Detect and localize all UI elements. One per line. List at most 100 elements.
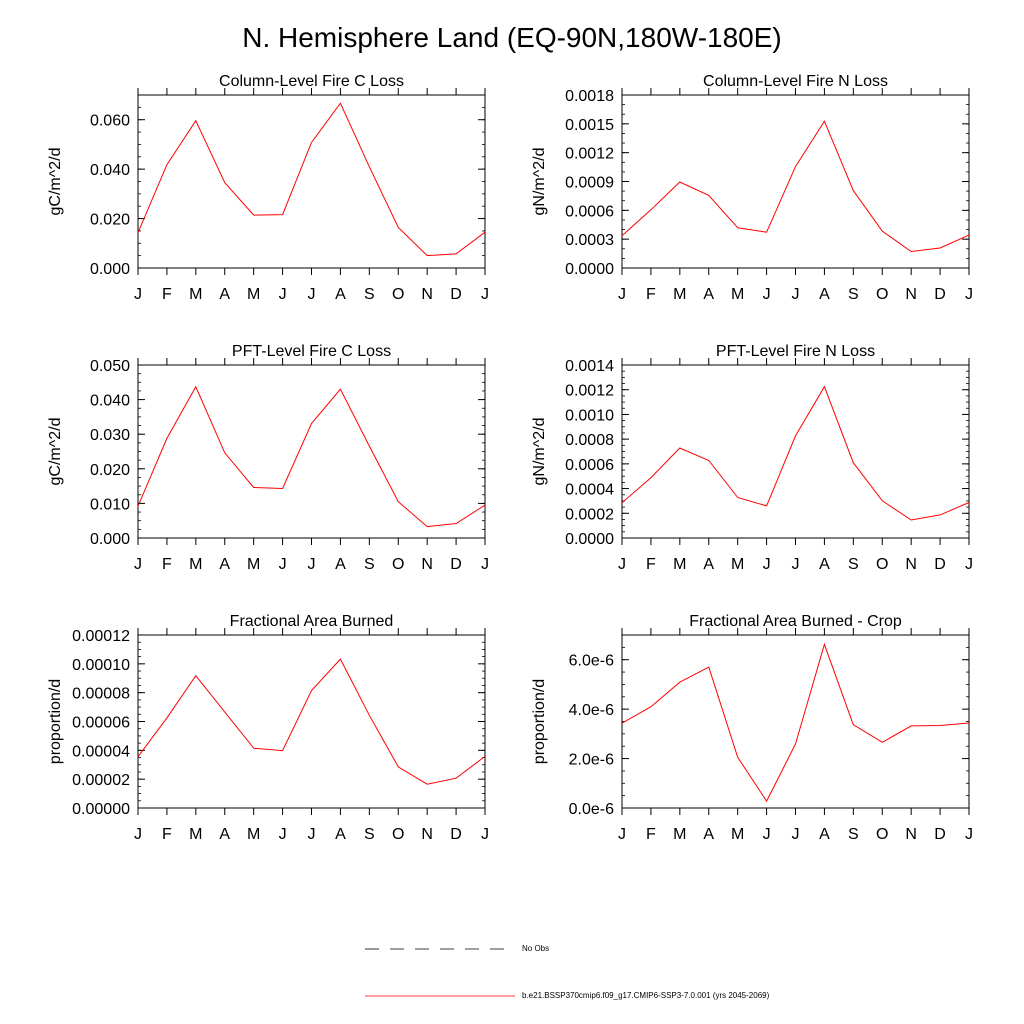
- x-tick-label: N: [905, 826, 917, 843]
- y-tick-label: 0.0012: [565, 146, 614, 163]
- data-point: [252, 486, 254, 488]
- x-tick-label: D: [450, 286, 462, 303]
- x-tick-label: N: [421, 286, 433, 303]
- data-point: [765, 231, 767, 233]
- x-tick-label: O: [392, 826, 404, 843]
- y-tick-label: 0.00000: [72, 801, 130, 818]
- series-line-model-run: [137, 658, 486, 785]
- data-point: [823, 386, 825, 388]
- plot-frame: [621, 634, 970, 809]
- legend-label-no-obs: No Obs: [522, 944, 550, 953]
- data-point: [736, 496, 738, 498]
- x-tick-label: M: [189, 556, 202, 573]
- data-point: [224, 182, 226, 184]
- data-point: [621, 722, 623, 724]
- y-tick-label: 6.0e-6: [569, 653, 614, 670]
- x-tick-label: J: [481, 286, 489, 303]
- data-point: [939, 247, 941, 249]
- y-tick-label: 0.050: [90, 358, 130, 375]
- y-tick-label: 0.00008: [72, 686, 130, 703]
- x-tick-label: M: [247, 286, 260, 303]
- x-tick-label: F: [646, 286, 656, 303]
- x-tick-label: M: [247, 826, 260, 843]
- plot-frame: [621, 94, 970, 269]
- x-tick-label: J: [618, 286, 626, 303]
- x-tick-label: J: [308, 826, 316, 843]
- figure-title: N. Hemisphere Land (EQ-90N,180W-180E): [242, 22, 782, 53]
- y-tick-label: 0.0015: [565, 117, 614, 134]
- x-tick-label: J: [134, 286, 142, 303]
- panel-title: PFT-Level Fire N Loss: [716, 343, 875, 360]
- data-point: [736, 756, 738, 758]
- data-point: [621, 235, 623, 237]
- y-tick-label: 0.0009: [565, 175, 614, 192]
- x-tick-label: F: [162, 826, 172, 843]
- series-line-model-run: [137, 102, 486, 257]
- y-axis-label: gC/m^2/d: [47, 418, 64, 486]
- data-point: [166, 437, 168, 439]
- data-point: [195, 674, 197, 676]
- x-tick-label: S: [364, 556, 375, 573]
- data-point: [224, 452, 226, 454]
- panel-title: Fractional Area Burned - Crop: [689, 613, 902, 630]
- data-point: [368, 445, 370, 447]
- chart-panel-4: PFT-Level Fire N Loss gN/m^2/d 0.0000 0.000…: [531, 343, 973, 573]
- y-tick-label: 0.0006: [565, 457, 614, 474]
- y-tick-label: 0.0003: [565, 232, 614, 249]
- x-tick-label: J: [763, 826, 771, 843]
- x-tick-label: M: [247, 556, 260, 573]
- data-point: [794, 435, 796, 437]
- data-point: [650, 209, 652, 211]
- y-tick-label: 0.0008: [565, 432, 614, 449]
- y-tick-label: 0.020: [90, 212, 130, 229]
- x-tick-label: M: [189, 826, 202, 843]
- data-point: [679, 181, 681, 183]
- y-axis-label: proportion/d: [47, 679, 64, 764]
- series-line-model-run: [621, 642, 970, 803]
- x-tick-label: J: [308, 556, 316, 573]
- data-point: [252, 747, 254, 749]
- data-point: [310, 422, 312, 424]
- data-point: [708, 194, 710, 196]
- x-tick-label: A: [219, 826, 230, 843]
- data-point: [339, 102, 341, 104]
- data-point: [823, 120, 825, 122]
- x-tick-label: J: [618, 826, 626, 843]
- y-axis-label: gN/m^2/d: [531, 418, 548, 486]
- x-tick-label: A: [219, 556, 230, 573]
- x-tick-label: S: [848, 556, 859, 573]
- data-point: [397, 226, 399, 228]
- panel-title: Fractional Area Burned: [230, 613, 394, 630]
- data-point: [484, 755, 486, 757]
- y-tick-label: 0.020: [90, 462, 130, 479]
- data-point: [852, 724, 854, 726]
- y-tick-label: 0.0010: [565, 407, 614, 424]
- x-tick-label: A: [335, 556, 346, 573]
- chart-panel-3: PFT-Level Fire C Loss gC/m^2/d 0.000 0.010 0…: [47, 343, 489, 573]
- x-tick-label: F: [646, 556, 656, 573]
- legend-item-no-obs: No Obs: [365, 942, 845, 956]
- y-tick-label: 0.0014: [565, 358, 614, 375]
- data-point: [426, 254, 428, 256]
- x-tick-label: O: [876, 286, 888, 303]
- x-tick-label: F: [646, 826, 656, 843]
- y-tick-label: 0.010: [90, 496, 130, 513]
- y-tick-label: 0.00006: [72, 715, 130, 732]
- data-point: [968, 722, 970, 724]
- x-tick-label: J: [965, 826, 973, 843]
- plot-frame: [621, 364, 970, 539]
- data-point: [224, 711, 226, 713]
- data-point: [910, 519, 912, 521]
- data-point: [939, 514, 941, 516]
- x-tick-label: J: [792, 826, 800, 843]
- data-point: [650, 705, 652, 707]
- data-point: [794, 165, 796, 167]
- x-tick-label: J: [481, 556, 489, 573]
- y-tick-label: 0.030: [90, 427, 130, 444]
- y-tick-label: 0.000: [90, 531, 130, 548]
- data-point: [195, 386, 197, 388]
- series-line-model-run: [621, 385, 970, 521]
- data-point: [484, 504, 486, 506]
- x-tick-label: S: [848, 826, 859, 843]
- data-point: [137, 231, 139, 233]
